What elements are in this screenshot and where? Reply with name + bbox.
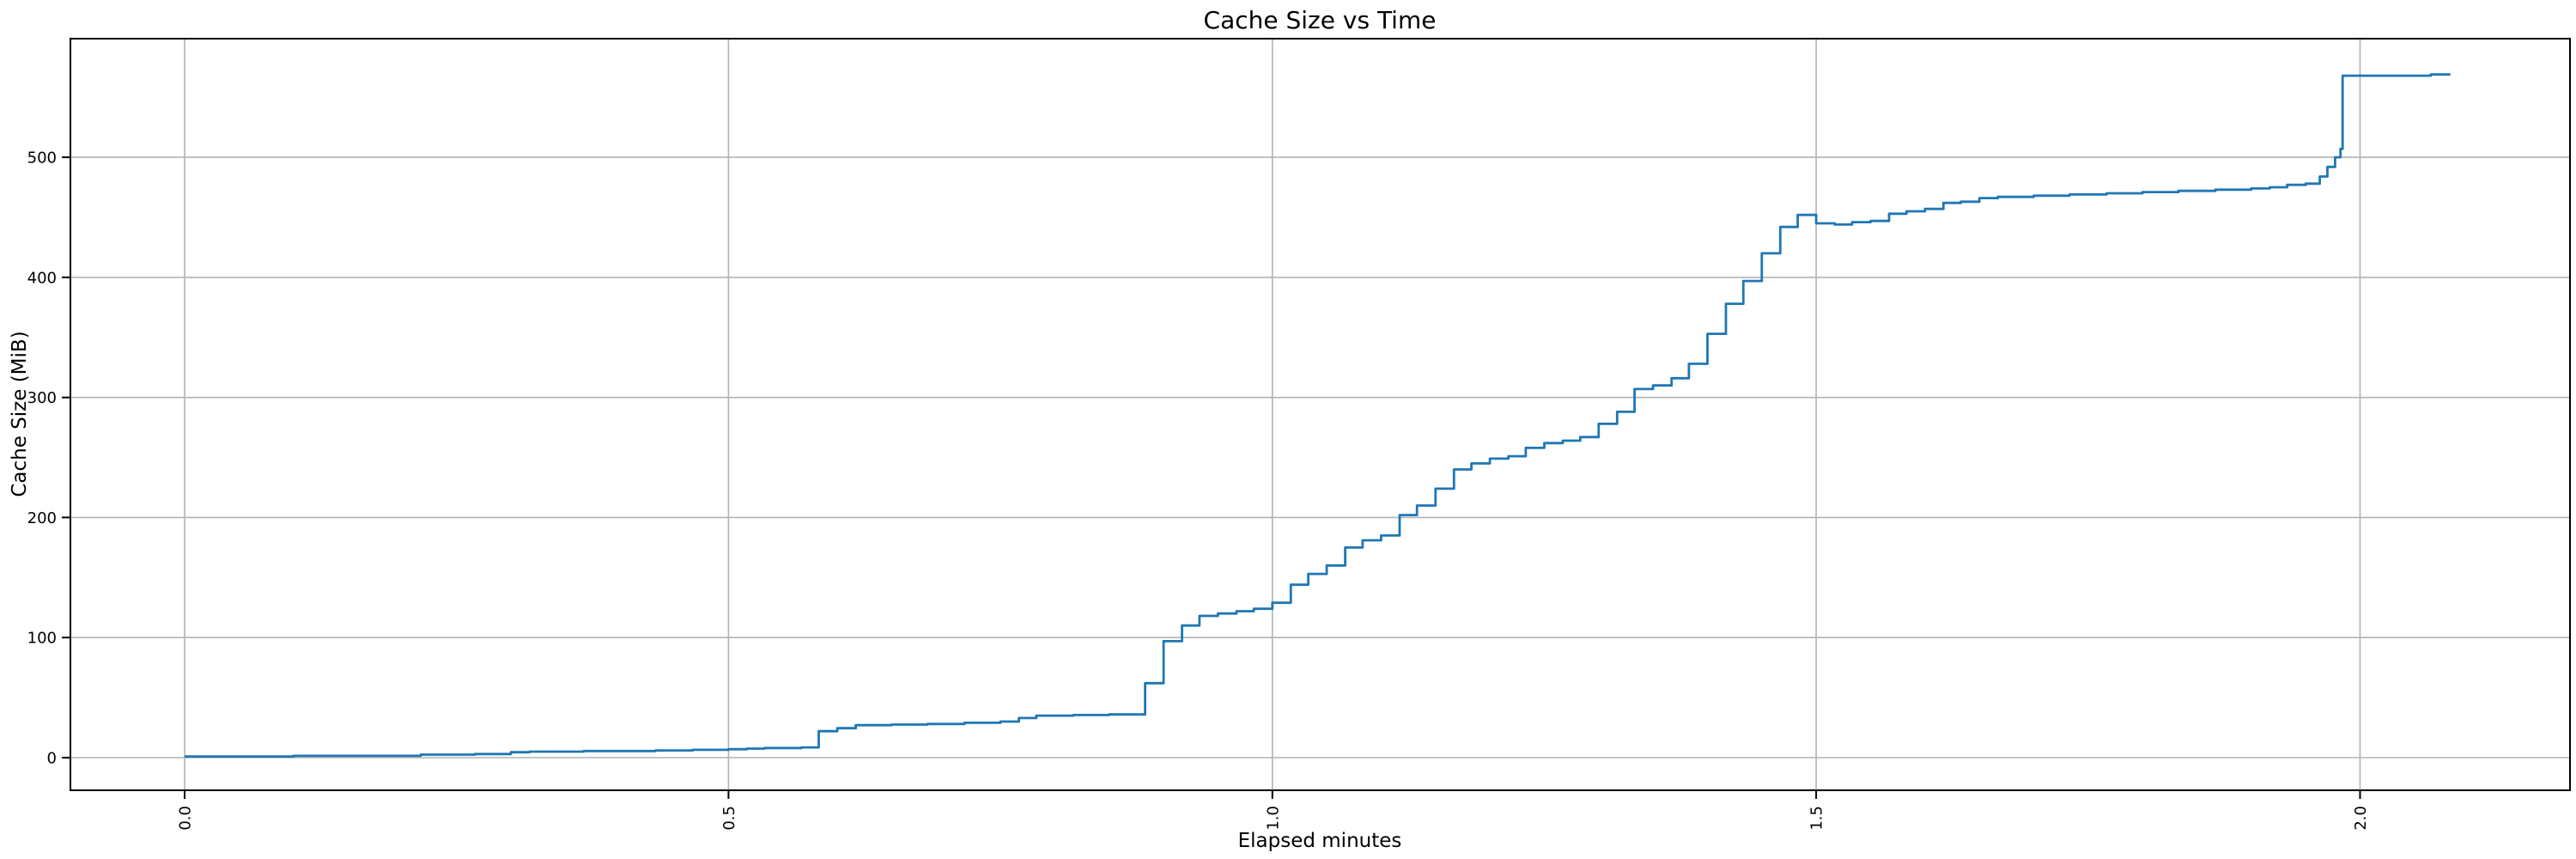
cache-size-line	[185, 73, 2451, 758]
y-tick-labels: 0 100 200 300 400 500	[27, 149, 57, 768]
x-tick-label: 0.5	[720, 806, 738, 831]
plot-area-border	[70, 38, 2571, 791]
x-tick-label: 0.0	[177, 806, 195, 831]
y-tick-label: 200	[27, 509, 57, 527]
x-tick-label: 1.5	[1808, 806, 1826, 831]
chart-title: Cache Size vs Time	[1204, 6, 1437, 34]
data-line-group	[185, 73, 2451, 758]
y-tick-label: 400	[27, 269, 57, 287]
gridlines	[70, 39, 2570, 790]
x-tick-label: 1.0	[1264, 806, 1282, 831]
tick-marks	[62, 156, 2361, 799]
x-tick-labels: 0.0 0.5 1.0 1.5 2.0	[177, 806, 2371, 831]
y-tick-label: 0	[47, 750, 57, 768]
y-tick-label: 100	[27, 630, 57, 648]
x-tick-label: 2.0	[2352, 806, 2370, 831]
y-tick-label: 500	[27, 149, 57, 168]
x-axis-label: Elapsed minutes	[1238, 830, 1402, 852]
y-axis-label: Cache Size (MiB)	[9, 331, 31, 497]
y-tick-label: 300	[27, 389, 57, 407]
